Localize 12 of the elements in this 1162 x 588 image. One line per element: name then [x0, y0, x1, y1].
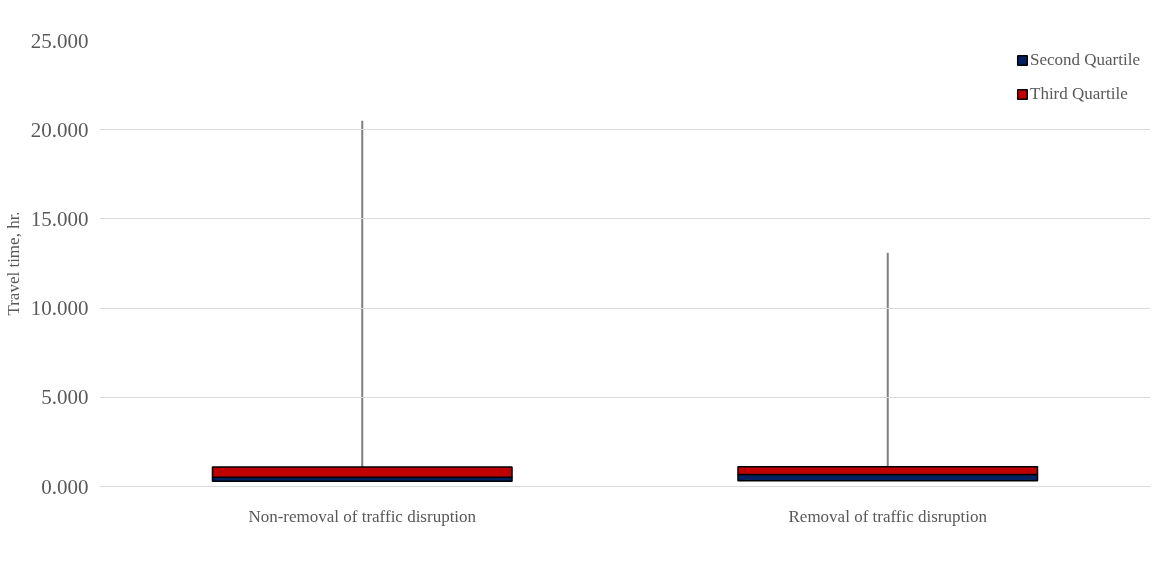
y-tick-label: 5.000 [41, 385, 89, 410]
y-tick-label: 10.000 [30, 296, 89, 321]
legend-label: Second Quartile [1030, 50, 1140, 70]
y-tick-label: 25.000 [30, 28, 89, 53]
y-tick-label: 20.000 [30, 117, 89, 142]
bar [211, 466, 513, 478]
y-tick-label: 15.000 [30, 206, 89, 231]
y-axis-title: Travel time, hr. [3, 211, 23, 316]
x-tick-label: Removal of traffic disruption [788, 506, 988, 526]
legend-label: Third Quartile [1030, 84, 1128, 104]
y-tick-label: 0.000 [41, 474, 89, 499]
x-tick-label: Non-removal of traffic disruption [248, 506, 477, 526]
